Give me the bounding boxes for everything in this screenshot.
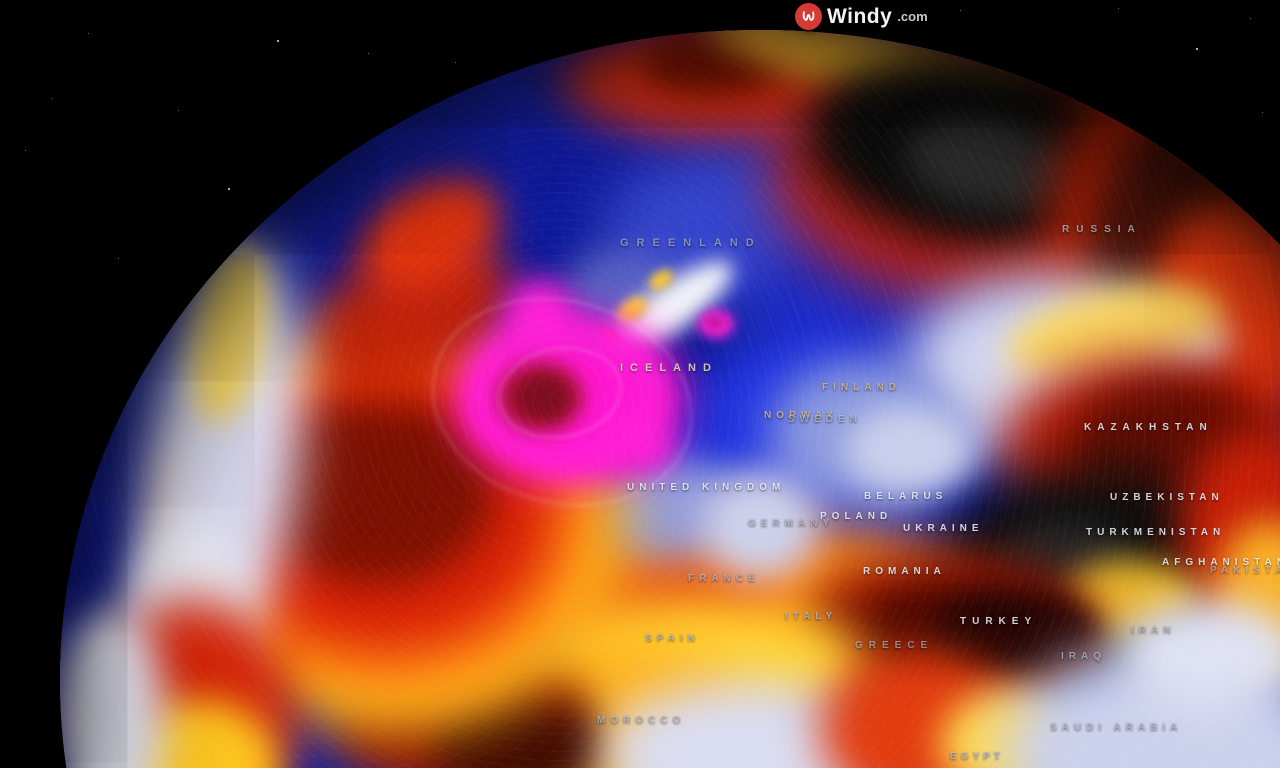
anomaly-blob	[845, 405, 975, 495]
star	[52, 98, 53, 99]
star	[960, 10, 961, 11]
star	[1250, 18, 1251, 19]
star	[1118, 8, 1119, 9]
windy-logo-icon	[795, 3, 822, 30]
anomaly-blob	[1120, 600, 1280, 710]
windy-logo[interactable]: Windy .com	[795, 3, 928, 30]
star	[25, 150, 26, 151]
anomaly-blob	[706, 316, 724, 329]
windy-logo-tld: .com	[897, 9, 928, 24]
anomaly-blobs	[60, 30, 1280, 768]
globe-map[interactable]	[60, 30, 1280, 768]
anomaly-blob	[700, 470, 820, 580]
windy-logo-text: Windy	[827, 4, 893, 28]
anomaly-blob	[515, 375, 570, 420]
